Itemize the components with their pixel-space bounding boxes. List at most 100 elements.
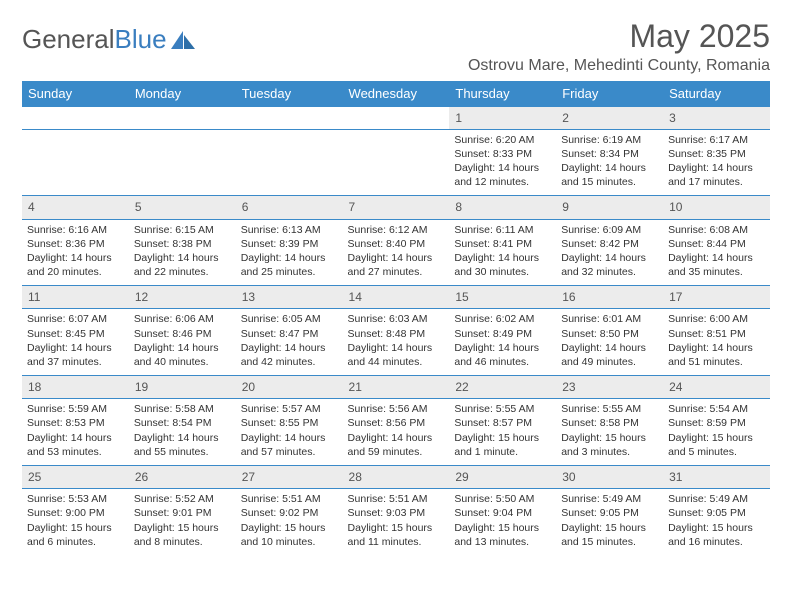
day-number-cell: 5: [129, 196, 236, 219]
day-detail-cell: Sunrise: 5:52 AMSunset: 9:01 PMDaylight:…: [129, 489, 236, 555]
sunset-line: Sunset: 9:01 PM: [134, 506, 231, 520]
day-number-cell: 20: [236, 376, 343, 399]
day-detail-cell: Sunrise: 5:59 AMSunset: 8:53 PMDaylight:…: [22, 399, 129, 466]
daylight-line: Daylight: 15 hours and 6 minutes.: [27, 521, 124, 549]
sunset-line: Sunset: 8:53 PM: [27, 416, 124, 430]
day-number-cell: 8: [449, 196, 556, 219]
day-detail-cell: Sunrise: 5:56 AMSunset: 8:56 PMDaylight:…: [343, 399, 450, 466]
sunrise-line: Sunrise: 6:05 AM: [241, 312, 338, 326]
day-number-cell: [343, 107, 450, 130]
daylight-line: Daylight: 14 hours and 12 minutes.: [454, 161, 551, 189]
day-detail-row: Sunrise: 6:16 AMSunset: 8:36 PMDaylight:…: [22, 219, 770, 286]
daylight-line: Daylight: 14 hours and 53 minutes.: [27, 431, 124, 459]
weekday-header: Wednesday: [343, 81, 450, 107]
daylight-line: Daylight: 15 hours and 3 minutes.: [561, 431, 658, 459]
weekday-header: Tuesday: [236, 81, 343, 107]
sunrise-line: Sunrise: 5:49 AM: [561, 492, 658, 506]
daylight-line: Daylight: 14 hours and 25 minutes.: [241, 251, 338, 279]
sunrise-line: Sunrise: 6:20 AM: [454, 133, 551, 147]
sunset-line: Sunset: 8:54 PM: [134, 416, 231, 430]
day-detail-cell: Sunrise: 5:49 AMSunset: 9:05 PMDaylight:…: [556, 489, 663, 555]
day-number-row: 45678910: [22, 196, 770, 219]
day-number-cell: 1: [449, 107, 556, 130]
day-detail-cell: Sunrise: 6:20 AMSunset: 8:33 PMDaylight:…: [449, 129, 556, 196]
day-number-cell: 18: [22, 376, 129, 399]
day-detail-cell: Sunrise: 5:53 AMSunset: 9:00 PMDaylight:…: [22, 489, 129, 555]
logo: GeneralBlue: [22, 18, 196, 55]
logo-text-1: General: [22, 24, 115, 55]
day-number-cell: 6: [236, 196, 343, 219]
sunrise-line: Sunrise: 5:50 AM: [454, 492, 551, 506]
location-text: Ostrovu Mare, Mehedinti County, Romania: [468, 57, 770, 75]
day-detail-cell: Sunrise: 6:05 AMSunset: 8:47 PMDaylight:…: [236, 309, 343, 376]
day-detail-cell: Sunrise: 5:51 AMSunset: 9:03 PMDaylight:…: [343, 489, 450, 555]
sunset-line: Sunset: 9:00 PM: [27, 506, 124, 520]
sunset-line: Sunset: 8:36 PM: [27, 237, 124, 251]
day-number-cell: 29: [449, 466, 556, 489]
day-detail-cell: Sunrise: 5:54 AMSunset: 8:59 PMDaylight:…: [663, 399, 770, 466]
day-number-cell: 2: [556, 107, 663, 130]
sunrise-line: Sunrise: 6:17 AM: [668, 133, 765, 147]
day-number-cell: 15: [449, 286, 556, 309]
sunset-line: Sunset: 9:02 PM: [241, 506, 338, 520]
sunrise-line: Sunrise: 5:51 AM: [241, 492, 338, 506]
weekday-header: Sunday: [22, 81, 129, 107]
sunrise-line: Sunrise: 5:56 AM: [348, 402, 445, 416]
sunrise-line: Sunrise: 5:55 AM: [454, 402, 551, 416]
day-detail-cell: Sunrise: 6:03 AMSunset: 8:48 PMDaylight:…: [343, 309, 450, 376]
day-number-cell: 13: [236, 286, 343, 309]
daylight-line: Daylight: 15 hours and 8 minutes.: [134, 521, 231, 549]
daylight-line: Daylight: 15 hours and 10 minutes.: [241, 521, 338, 549]
day-detail-cell: Sunrise: 5:57 AMSunset: 8:55 PMDaylight:…: [236, 399, 343, 466]
day-detail-cell: Sunrise: 6:15 AMSunset: 8:38 PMDaylight:…: [129, 219, 236, 286]
daylight-line: Daylight: 14 hours and 37 minutes.: [27, 341, 124, 369]
day-number-cell: 21: [343, 376, 450, 399]
day-number-cell: 7: [343, 196, 450, 219]
sunset-line: Sunset: 8:51 PM: [668, 327, 765, 341]
sunrise-line: Sunrise: 6:09 AM: [561, 223, 658, 237]
sunset-line: Sunset: 8:58 PM: [561, 416, 658, 430]
sunrise-line: Sunrise: 6:07 AM: [27, 312, 124, 326]
weekday-header: Saturday: [663, 81, 770, 107]
sunset-line: Sunset: 8:41 PM: [454, 237, 551, 251]
day-detail-cell: Sunrise: 5:55 AMSunset: 8:57 PMDaylight:…: [449, 399, 556, 466]
sunset-line: Sunset: 8:56 PM: [348, 416, 445, 430]
day-detail-cell: Sunrise: 6:13 AMSunset: 8:39 PMDaylight:…: [236, 219, 343, 286]
daylight-line: Daylight: 14 hours and 51 minutes.: [668, 341, 765, 369]
weekday-header: Friday: [556, 81, 663, 107]
day-number-cell: 19: [129, 376, 236, 399]
day-number-cell: 25: [22, 466, 129, 489]
sunrise-line: Sunrise: 5:57 AM: [241, 402, 338, 416]
sunset-line: Sunset: 9:04 PM: [454, 506, 551, 520]
sunrise-line: Sunrise: 5:52 AM: [134, 492, 231, 506]
weekday-header: Thursday: [449, 81, 556, 107]
day-detail-cell: Sunrise: 6:00 AMSunset: 8:51 PMDaylight:…: [663, 309, 770, 376]
day-detail-cell: Sunrise: 6:17 AMSunset: 8:35 PMDaylight:…: [663, 129, 770, 196]
day-number-cell: 9: [556, 196, 663, 219]
sunset-line: Sunset: 8:33 PM: [454, 147, 551, 161]
day-number-cell: 23: [556, 376, 663, 399]
day-detail-cell: Sunrise: 5:58 AMSunset: 8:54 PMDaylight:…: [129, 399, 236, 466]
day-detail-cell: Sunrise: 6:07 AMSunset: 8:45 PMDaylight:…: [22, 309, 129, 376]
logo-sail-icon: [170, 30, 196, 50]
day-number-cell: 22: [449, 376, 556, 399]
sunrise-line: Sunrise: 6:01 AM: [561, 312, 658, 326]
day-detail-cell: [343, 129, 450, 196]
sunrise-line: Sunrise: 5:58 AM: [134, 402, 231, 416]
day-detail-cell: Sunrise: 6:08 AMSunset: 8:44 PMDaylight:…: [663, 219, 770, 286]
day-number-cell: 27: [236, 466, 343, 489]
day-number-cell: 28: [343, 466, 450, 489]
day-detail-row: Sunrise: 6:20 AMSunset: 8:33 PMDaylight:…: [22, 129, 770, 196]
day-number-cell: 24: [663, 376, 770, 399]
day-detail-cell: Sunrise: 5:49 AMSunset: 9:05 PMDaylight:…: [663, 489, 770, 555]
day-detail-cell: Sunrise: 6:16 AMSunset: 8:36 PMDaylight:…: [22, 219, 129, 286]
day-number-cell: [129, 107, 236, 130]
sunset-line: Sunset: 8:55 PM: [241, 416, 338, 430]
sunset-line: Sunset: 8:38 PM: [134, 237, 231, 251]
day-detail-cell: [129, 129, 236, 196]
sunset-line: Sunset: 8:47 PM: [241, 327, 338, 341]
day-detail-cell: Sunrise: 5:55 AMSunset: 8:58 PMDaylight:…: [556, 399, 663, 466]
sunset-line: Sunset: 8:39 PM: [241, 237, 338, 251]
daylight-line: Daylight: 14 hours and 32 minutes.: [561, 251, 658, 279]
sunset-line: Sunset: 8:42 PM: [561, 237, 658, 251]
